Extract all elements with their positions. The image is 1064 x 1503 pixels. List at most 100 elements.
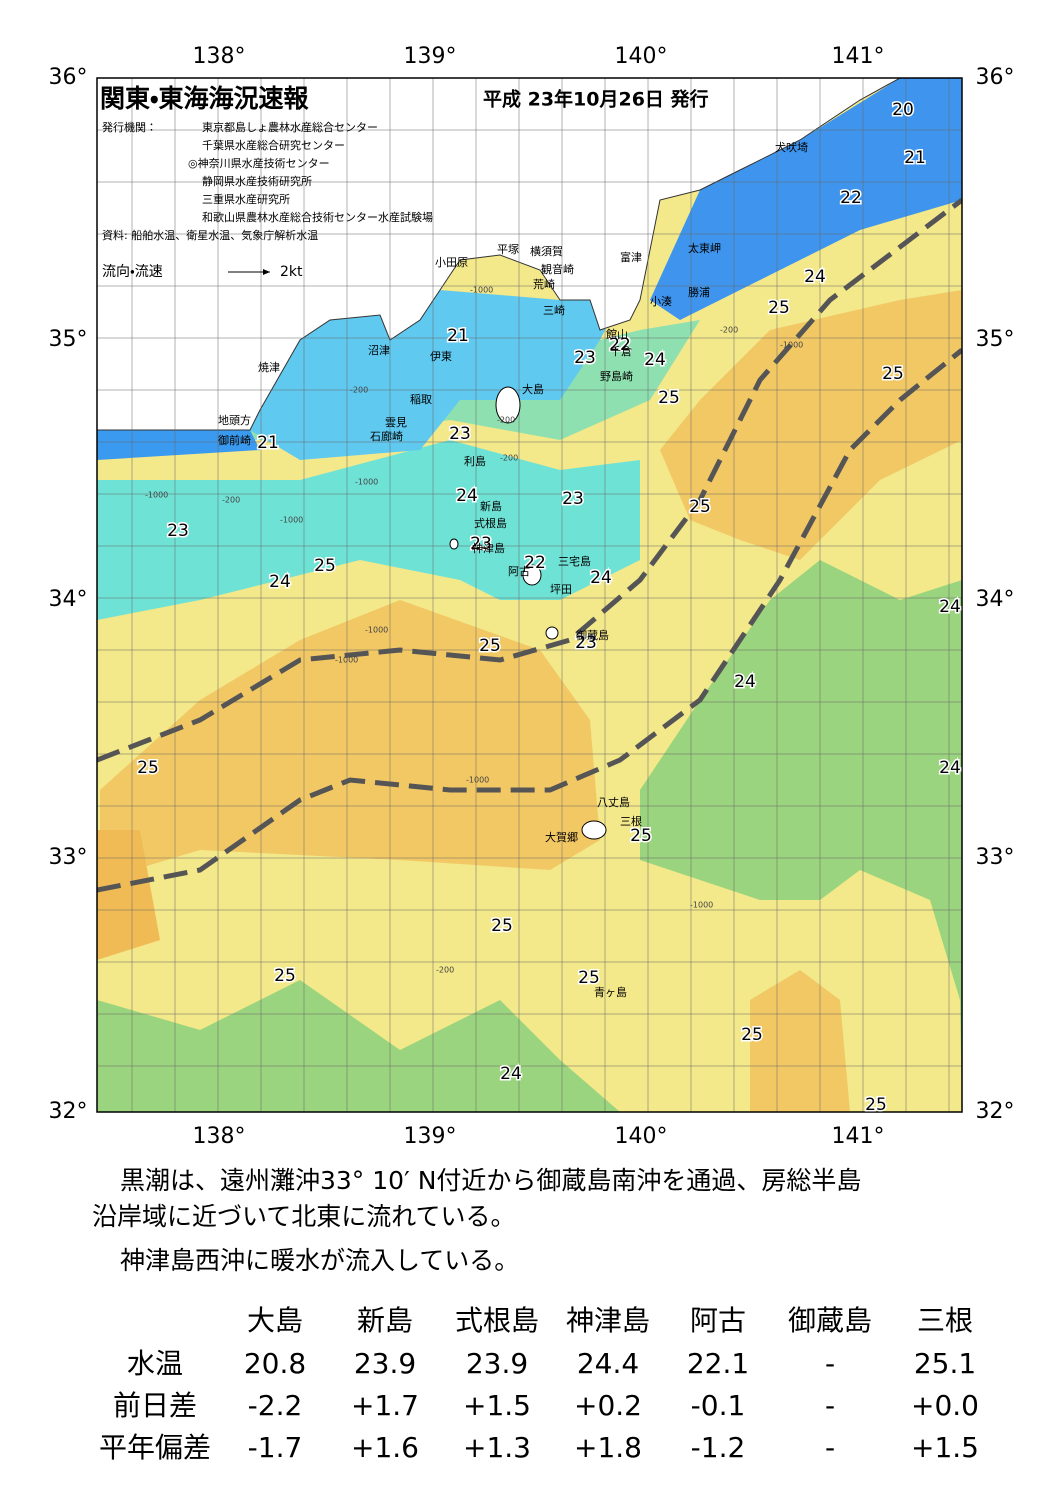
contour-label: 23: [167, 521, 189, 541]
table-cell: +1.7: [351, 1389, 419, 1422]
island: [495, 386, 521, 424]
lat-label-left: 35°: [49, 327, 88, 352]
depth-label: -1000: [355, 478, 378, 487]
place-name: 新島: [480, 499, 502, 513]
table-cell: -1.7: [248, 1431, 303, 1464]
place-name: 野島崎: [600, 369, 633, 383]
contour-label: 23: [575, 633, 597, 653]
map-area: [97, 78, 962, 1112]
graticule: [97, 78, 962, 1112]
place-name: 平塚: [497, 242, 519, 256]
table-cell: 20.8: [244, 1347, 306, 1380]
place-name: 八丈島: [597, 795, 630, 809]
place-name: 太東岬: [688, 241, 721, 255]
table-cell: 23.9: [354, 1347, 416, 1380]
depth-label: -200: [500, 454, 518, 463]
place-name: 三宅島: [558, 554, 591, 568]
place-name: 三根: [620, 815, 642, 828]
table-cell: 23.9: [466, 1347, 528, 1380]
paragraph-line: 沿岸域に近づいて北東に流れている。: [92, 1202, 516, 1231]
contour-label: 25: [274, 966, 296, 986]
row-label: 前日差: [113, 1389, 197, 1422]
table-cell: 24.4: [577, 1347, 639, 1380]
contour-label: 24: [644, 350, 666, 370]
publisher: 三重県水産研究所: [202, 192, 290, 206]
contour-label: 24: [500, 1064, 522, 1084]
table-cell: +1.8: [574, 1431, 642, 1464]
island: [581, 820, 607, 840]
contour-label: 25: [865, 1095, 887, 1115]
contour-label: 23: [470, 534, 492, 554]
table-header: 式根島: [455, 1304, 539, 1337]
lat-label-left: 33°: [49, 845, 88, 870]
map-frame: [96, 77, 963, 1113]
contour-label: 23: [562, 489, 584, 509]
warm-zone: [97, 830, 160, 960]
depth-label: -200: [720, 326, 738, 335]
contour-label: 23: [449, 424, 471, 444]
contour-label: 22: [840, 188, 862, 208]
lat-label-right: 35°: [976, 327, 1015, 352]
contour-label: 21: [447, 326, 469, 346]
lat-label-left: 32°: [49, 1099, 88, 1124]
depth-label: -1000: [470, 286, 493, 295]
contour-label: 24: [939, 758, 961, 778]
contour-label: 24: [939, 597, 961, 617]
table-header: 大島: [247, 1304, 303, 1337]
place-name: 富津: [620, 251, 642, 264]
depth-label: -1000: [335, 656, 358, 665]
depth-label: -1000: [145, 491, 168, 500]
table-header: 御蔵島: [788, 1304, 872, 1337]
contour-label: 25: [768, 298, 790, 318]
lat-label-right: 32°: [976, 1099, 1015, 1124]
contour-label: 25: [882, 364, 904, 384]
warm-zone: [750, 970, 850, 1112]
issue-date: 平成 23年10月26日 発行: [483, 88, 709, 111]
table-cell: -: [825, 1431, 835, 1464]
row-label: 平年偏差: [99, 1431, 211, 1464]
table-cell: -: [825, 1347, 835, 1380]
depth-label: -1000: [690, 901, 713, 910]
place-name: 雲見: [385, 416, 407, 429]
place-name: 神津島: [472, 541, 505, 555]
depth-label: -200: [222, 496, 240, 505]
paragraph-line: 神津島西沖に暖水が流入している。: [120, 1246, 519, 1275]
place-name: 利島: [464, 454, 486, 468]
table-header: 新島: [357, 1304, 413, 1337]
contour-label: 24: [456, 486, 478, 506]
current-legend: 流向・流速: [102, 264, 163, 280]
publisher: 和歌山県農林水産総合技術センター水産試験場: [202, 210, 433, 224]
lat-label-left: 36°: [49, 65, 88, 90]
table-cell: 22.1: [687, 1347, 749, 1380]
contour-label: 25: [741, 1025, 763, 1045]
place-name: 三崎: [543, 303, 565, 317]
map-title: 関東・東海海況速報: [100, 84, 310, 113]
table-cell: +1.3: [463, 1431, 531, 1464]
place-name: 沼津: [368, 343, 390, 357]
place-name: 御前崎: [218, 433, 251, 447]
table-cell: -: [825, 1389, 835, 1422]
depth-label: -1000: [280, 516, 303, 525]
current-unit: 2kt: [280, 264, 303, 280]
publisher: ◎神奈川県水産技術センター: [188, 156, 330, 170]
lon-label-top: 139°: [404, 44, 457, 69]
depth-label: -200: [350, 386, 368, 395]
place-name: 伊東: [430, 350, 452, 363]
paragraph-line: 黒潮は、遠州灘沖33° 10′ N付近から御蔵島南沖を通過、房総半島: [120, 1166, 861, 1195]
lon-label-top: 141°: [832, 44, 885, 69]
table-cell: -1.2: [691, 1431, 746, 1464]
publisher: 東京都島しょ農林水産総合センター: [202, 120, 378, 134]
contour-label: 22: [609, 335, 631, 355]
lon-label-top: 138°: [193, 44, 246, 69]
source: 資料: 船舶水温、衛星水温、気象庁解析水温: [102, 228, 318, 242]
contour-label: 25: [689, 497, 711, 517]
place-name: 地頭方: [218, 413, 251, 427]
cyan-zone: [97, 440, 640, 620]
place-name: 横須賀: [530, 244, 563, 258]
island: [522, 564, 542, 586]
depth-label: -1000: [780, 341, 803, 350]
depth-label: -200: [436, 966, 454, 975]
lon-label-bottom: 138°: [193, 1124, 246, 1149]
lat-label-right: 36°: [976, 65, 1015, 90]
table-header: 三根: [917, 1304, 973, 1337]
